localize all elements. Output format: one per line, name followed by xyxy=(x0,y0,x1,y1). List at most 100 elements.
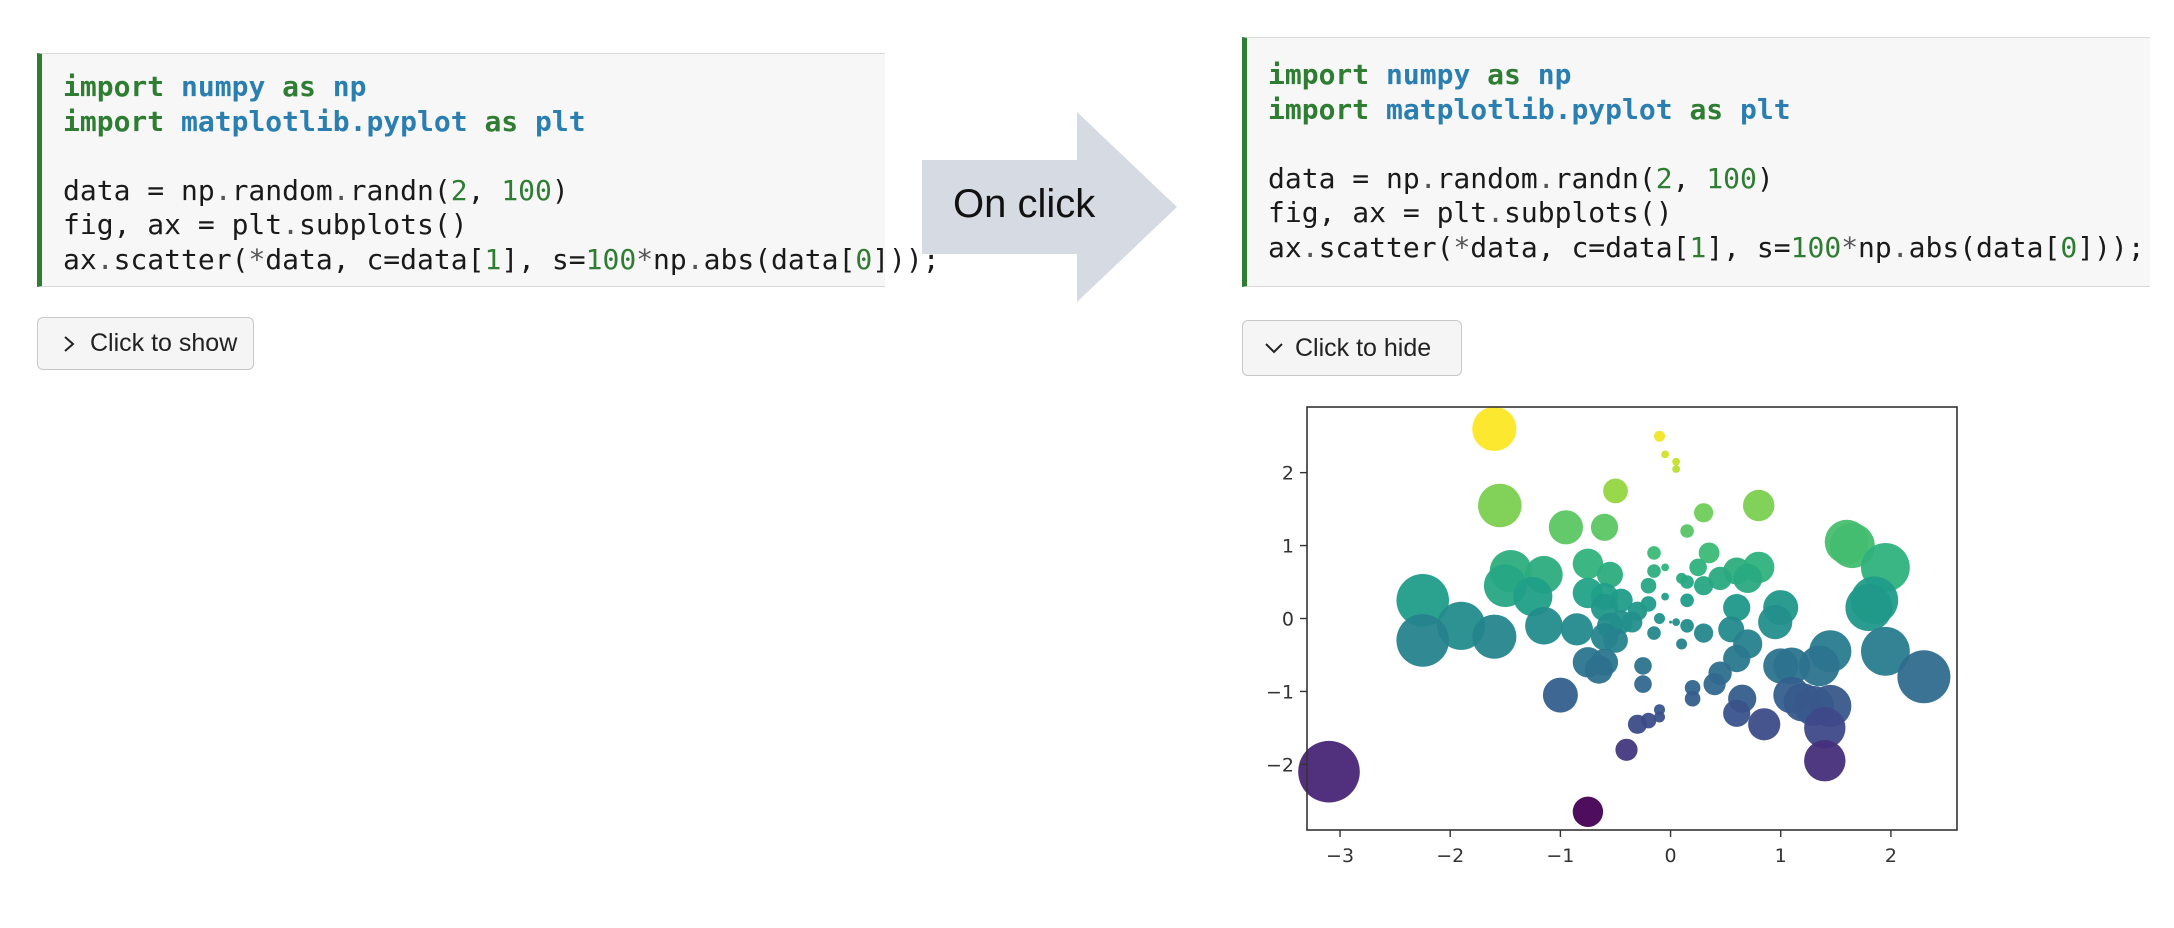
scatter-point xyxy=(1723,699,1751,727)
code-token: ) xyxy=(1756,161,1774,195)
code-token: np xyxy=(1537,58,1572,91)
code-token xyxy=(164,70,181,103)
scatter-point xyxy=(1647,546,1661,560)
code-token: as xyxy=(484,104,519,138)
hide-button-label: Click to hide xyxy=(1295,333,1432,362)
code-line: ax.scatter(*data, c=data[1], s=100*np.ab… xyxy=(63,242,940,278)
code-token: 100 xyxy=(1706,161,1757,195)
scatter-point xyxy=(1773,647,1811,685)
code-token: randn( xyxy=(1554,161,1656,195)
code-token: . xyxy=(1891,230,1909,264)
scatter-point xyxy=(1572,796,1604,827)
scatter-point xyxy=(1672,618,1680,626)
scatter-point xyxy=(1672,457,1680,466)
chevron-down-icon xyxy=(1263,337,1289,359)
code-token: scatter( xyxy=(1318,230,1454,264)
code-line: import numpy as np xyxy=(63,70,885,105)
code-token: abs(data[ xyxy=(1908,230,2061,264)
code-token: np xyxy=(653,242,687,276)
code-token: plt xyxy=(535,104,586,138)
code-token: scatter( xyxy=(113,242,249,276)
click-to-show-button[interactable]: Click to show xyxy=(37,317,254,370)
x-tick-label: −1 xyxy=(1546,845,1574,867)
scatter-point xyxy=(1748,708,1781,741)
code-token: randn( xyxy=(349,173,451,207)
code-token: numpy xyxy=(1386,58,1471,91)
code-token xyxy=(164,105,181,138)
scatter-point xyxy=(1560,613,1593,646)
code-token xyxy=(518,105,535,138)
code-token: data = np xyxy=(1268,161,1420,195)
scatter-point xyxy=(1861,626,1910,676)
code-token: data, c=data[ xyxy=(1470,230,1690,264)
code-line xyxy=(1268,127,2150,162)
scatter-point xyxy=(1603,628,1628,653)
show-button-label: Click to show xyxy=(90,329,238,357)
scatter-point xyxy=(1733,563,1763,593)
scatter-point xyxy=(1627,714,1648,734)
code-token: . xyxy=(1301,230,1319,264)
chevron-right-icon xyxy=(58,333,84,355)
code-token: subplots() xyxy=(1504,196,1673,229)
scatter-point xyxy=(1804,740,1846,782)
code-token: import xyxy=(63,70,165,103)
code-token: ])); xyxy=(2077,230,2145,264)
code-token: fig, ax = plt xyxy=(63,208,283,241)
scatter-point xyxy=(1669,620,1673,624)
scatter-point xyxy=(1708,566,1732,591)
code-token: . xyxy=(332,173,350,207)
scatter-point xyxy=(1640,596,1657,612)
scatter-point xyxy=(1703,673,1726,696)
scatter-point xyxy=(1743,489,1775,522)
code-line xyxy=(63,139,885,174)
scatter-point xyxy=(1615,738,1638,761)
code-token: matplotlib.pyplot xyxy=(1386,92,1673,126)
scatter-point xyxy=(1661,563,1669,572)
scatter-point xyxy=(1694,623,1714,643)
code-token: as xyxy=(282,70,316,103)
code-line: data = np.random.randn(2, 100) xyxy=(1268,162,2150,197)
code-token: * xyxy=(1841,230,1859,264)
code-token: random xyxy=(231,173,333,207)
code-token: . xyxy=(1537,161,1555,195)
code-token: random xyxy=(1436,161,1538,195)
scatter-point xyxy=(1676,638,1688,650)
scatter-point xyxy=(1525,607,1563,645)
scatter-point xyxy=(1472,406,1517,451)
on-click-label: On click xyxy=(953,182,1096,226)
scatter-point xyxy=(1689,558,1707,577)
scatter-point xyxy=(1680,524,1694,538)
code-token xyxy=(1521,58,1538,91)
code-token: . xyxy=(282,208,300,241)
scatter-point xyxy=(1621,611,1643,633)
code-cell-expanded: import numpy as np import matplotlib.pypl… xyxy=(1242,37,2150,287)
scatter-point xyxy=(1548,510,1583,545)
scatter-point xyxy=(1672,465,1680,473)
x-tick-label: 0 xyxy=(1665,845,1677,867)
scatter-point xyxy=(1661,450,1669,459)
scatter-point xyxy=(1661,592,1669,601)
click-to-hide-button[interactable]: Click to hide xyxy=(1242,320,1462,376)
code-token: as xyxy=(1487,58,1521,91)
code-line: data = np.random.randn(2, 100) xyxy=(63,174,885,209)
code-token: np xyxy=(1858,230,1892,264)
y-tick-label: 2 xyxy=(1282,463,1294,485)
scatter-point xyxy=(1654,711,1665,723)
scatter-point xyxy=(1572,548,1604,579)
code-token: . xyxy=(214,173,232,207)
code-token xyxy=(1470,58,1487,91)
scatter-point xyxy=(1396,574,1449,627)
code-token: import xyxy=(1268,58,1370,91)
code-token: 2 xyxy=(450,173,468,207)
code-token: plt xyxy=(1740,92,1791,126)
code-token: ) xyxy=(551,173,569,207)
code-token xyxy=(1723,93,1740,126)
scatter-point xyxy=(1680,593,1694,608)
scatter-point xyxy=(1723,645,1751,673)
y-tick-label: 1 xyxy=(1282,536,1294,558)
scatter-point xyxy=(1584,655,1613,684)
scatter-point xyxy=(1694,576,1714,596)
code-token: data, c=data[ xyxy=(265,242,485,276)
scatter-point xyxy=(1845,584,1893,632)
code-token: , xyxy=(1672,161,1707,195)
